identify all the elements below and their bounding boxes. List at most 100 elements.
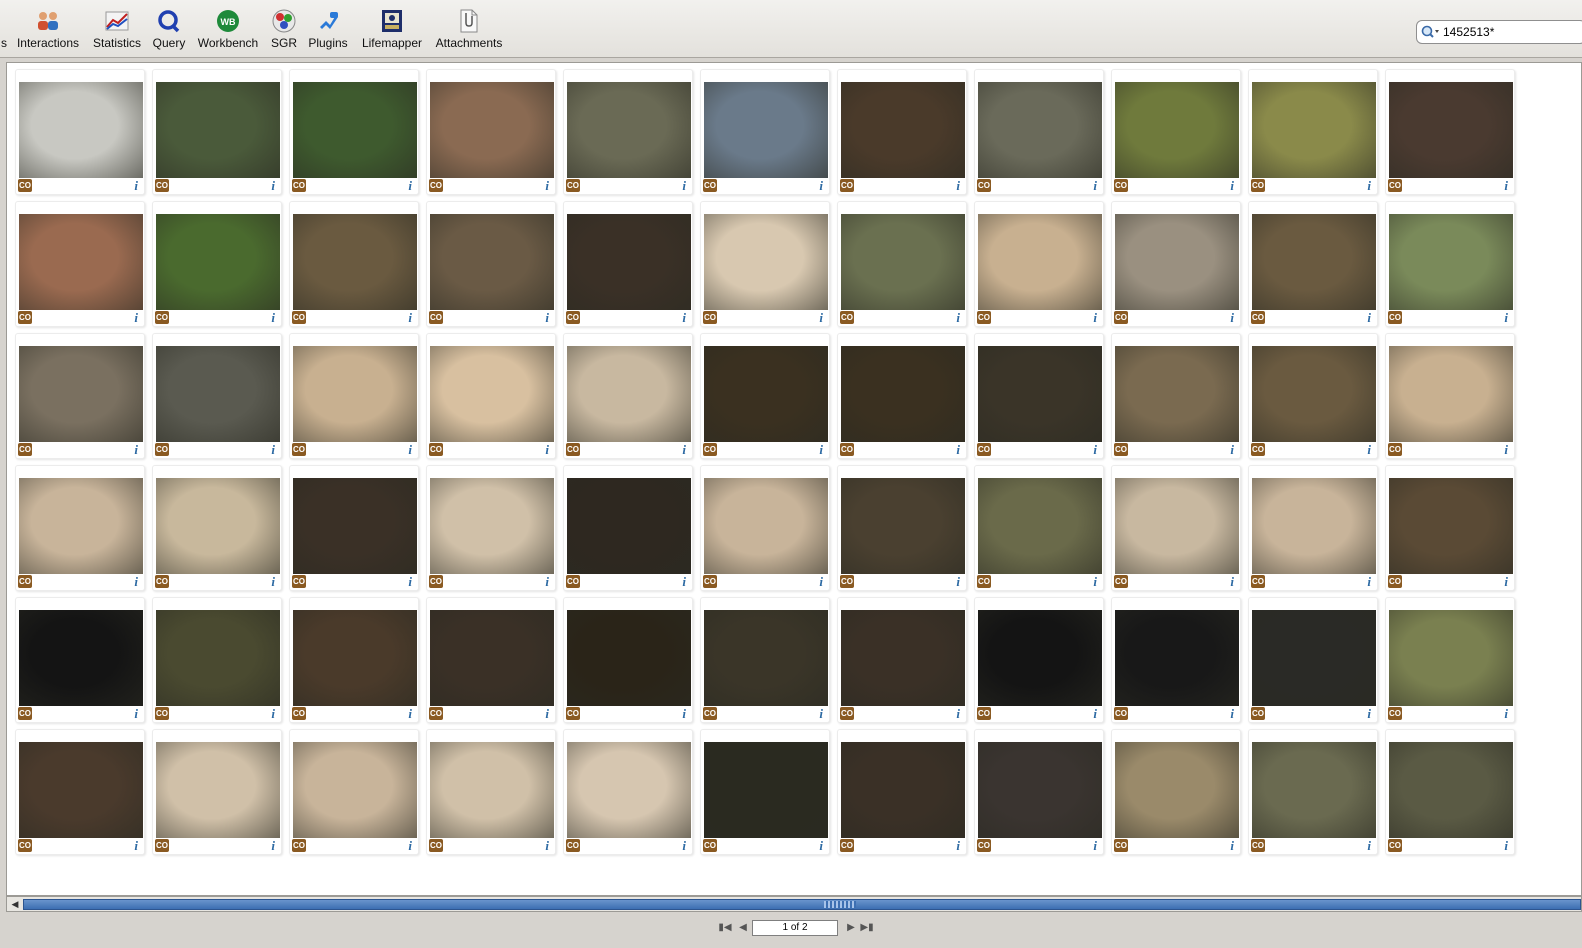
- thumbnail-cell[interactable]: CO i: [1111, 597, 1241, 723]
- info-icon[interactable]: i: [408, 310, 412, 325]
- scrollbar-thumb[interactable]: [23, 899, 1581, 910]
- thumbnail-image[interactable]: [1389, 742, 1513, 838]
- thumbnail-image[interactable]: [1389, 478, 1513, 574]
- info-icon[interactable]: i: [271, 838, 275, 853]
- search-icon[interactable]: [1421, 24, 1443, 40]
- thumbnail-cell[interactable]: CO i: [563, 597, 693, 723]
- scroll-left-icon[interactable]: ◀: [11, 899, 19, 909]
- info-icon[interactable]: i: [1367, 178, 1371, 193]
- info-icon[interactable]: i: [682, 574, 686, 589]
- info-icon[interactable]: i: [819, 178, 823, 193]
- thumbnail-cell[interactable]: CO i: [974, 201, 1104, 327]
- info-icon[interactable]: i: [545, 838, 549, 853]
- thumbnail-cell[interactable]: CO i: [1385, 729, 1515, 855]
- info-icon[interactable]: i: [408, 706, 412, 721]
- thumbnail-image[interactable]: [430, 346, 554, 442]
- thumbnail-image[interactable]: [978, 82, 1102, 178]
- thumbnail-cell[interactable]: CO i: [1111, 201, 1241, 327]
- toolbar-button-interactions[interactable]: Interactions: [14, 9, 82, 55]
- thumbnail-image[interactable]: [430, 82, 554, 178]
- info-icon[interactable]: i: [134, 310, 138, 325]
- thumbnail-cell[interactable]: CO i: [152, 333, 282, 459]
- thumbnail-cell[interactable]: CO i: [152, 465, 282, 591]
- thumbnail-cell[interactable]: CO i: [974, 69, 1104, 195]
- info-icon[interactable]: i: [1504, 706, 1508, 721]
- info-icon[interactable]: i: [545, 442, 549, 457]
- thumbnail-cell[interactable]: CO i: [152, 597, 282, 723]
- thumbnail-image[interactable]: [19, 346, 143, 442]
- info-icon[interactable]: i: [1504, 442, 1508, 457]
- info-icon[interactable]: i: [271, 706, 275, 721]
- info-icon[interactable]: i: [1230, 178, 1234, 193]
- thumbnail-image[interactable]: [156, 610, 280, 706]
- thumbnail-image[interactable]: [156, 82, 280, 178]
- thumbnail-cell[interactable]: CO i: [837, 729, 967, 855]
- info-icon[interactable]: i: [1230, 838, 1234, 853]
- info-icon[interactable]: i: [1093, 706, 1097, 721]
- info-icon[interactable]: i: [545, 706, 549, 721]
- thumbnail-image[interactable]: [19, 214, 143, 310]
- thumbnail-image[interactable]: [293, 610, 417, 706]
- toolbar-button-clipped[interactable]: s: [0, 9, 8, 55]
- thumbnail-image[interactable]: [1389, 214, 1513, 310]
- thumbnail-cell[interactable]: CO i: [1248, 69, 1378, 195]
- info-icon[interactable]: i: [545, 310, 549, 325]
- info-icon[interactable]: i: [408, 574, 412, 589]
- info-icon[interactable]: i: [819, 310, 823, 325]
- thumbnail-image[interactable]: [156, 214, 280, 310]
- info-icon[interactable]: i: [1093, 442, 1097, 457]
- thumbnail-image[interactable]: [704, 214, 828, 310]
- thumbnail-image[interactable]: [19, 610, 143, 706]
- thumbnail-cell[interactable]: CO i: [563, 69, 693, 195]
- info-icon[interactable]: i: [1504, 838, 1508, 853]
- thumbnail-cell[interactable]: CO i: [837, 201, 967, 327]
- toolbar-button-attachments[interactable]: Attachments: [432, 9, 506, 55]
- info-icon[interactable]: i: [819, 706, 823, 721]
- toolbar-button-plugins[interactable]: Plugins: [306, 9, 350, 55]
- thumbnail-image[interactable]: [430, 478, 554, 574]
- info-icon[interactable]: i: [1230, 310, 1234, 325]
- search-box[interactable]: [1416, 20, 1582, 44]
- thumbnail-cell[interactable]: CO i: [974, 465, 1104, 591]
- info-icon[interactable]: i: [1367, 574, 1371, 589]
- info-icon[interactable]: i: [956, 706, 960, 721]
- thumbnail-image[interactable]: [430, 742, 554, 838]
- thumbnail-image[interactable]: [19, 82, 143, 178]
- info-icon[interactable]: i: [682, 178, 686, 193]
- thumbnail-image[interactable]: [1252, 478, 1376, 574]
- info-icon[interactable]: i: [1093, 310, 1097, 325]
- info-icon[interactable]: i: [1230, 574, 1234, 589]
- thumbnail-image[interactable]: [1252, 610, 1376, 706]
- thumbnail-cell[interactable]: CO i: [700, 333, 830, 459]
- thumbnail-image[interactable]: [704, 478, 828, 574]
- info-icon[interactable]: i: [1230, 706, 1234, 721]
- thumbnail-image[interactable]: [841, 346, 965, 442]
- toolbar-button-sgr[interactable]: SGR: [268, 9, 300, 55]
- thumbnail-image[interactable]: [1115, 82, 1239, 178]
- info-icon[interactable]: i: [271, 310, 275, 325]
- info-icon[interactable]: i: [1367, 838, 1371, 853]
- thumbnail-image[interactable]: [1252, 346, 1376, 442]
- prev-page-icon[interactable]: ◀: [739, 922, 747, 933]
- info-icon[interactable]: i: [134, 178, 138, 193]
- thumbnail-image[interactable]: [1389, 82, 1513, 178]
- info-icon[interactable]: i: [545, 178, 549, 193]
- thumbnail-image[interactable]: [293, 214, 417, 310]
- info-icon[interactable]: i: [819, 574, 823, 589]
- thumbnail-cell[interactable]: CO i: [289, 465, 419, 591]
- info-icon[interactable]: i: [1093, 178, 1097, 193]
- info-icon[interactable]: i: [1230, 442, 1234, 457]
- toolbar-button-statistics[interactable]: Statistics: [90, 9, 144, 55]
- thumbnail-image[interactable]: [567, 346, 691, 442]
- thumbnail-cell[interactable]: CO i: [426, 729, 556, 855]
- toolbar-button-query[interactable]: Query: [150, 9, 188, 55]
- info-icon[interactable]: i: [1093, 574, 1097, 589]
- info-icon[interactable]: i: [682, 706, 686, 721]
- info-icon[interactable]: i: [1367, 442, 1371, 457]
- thumbnail-cell[interactable]: CO i: [974, 597, 1104, 723]
- info-icon[interactable]: i: [1504, 178, 1508, 193]
- thumbnail-image[interactable]: [704, 742, 828, 838]
- thumbnail-image[interactable]: [1115, 742, 1239, 838]
- thumbnail-image[interactable]: [156, 346, 280, 442]
- thumbnail-cell[interactable]: CO i: [837, 333, 967, 459]
